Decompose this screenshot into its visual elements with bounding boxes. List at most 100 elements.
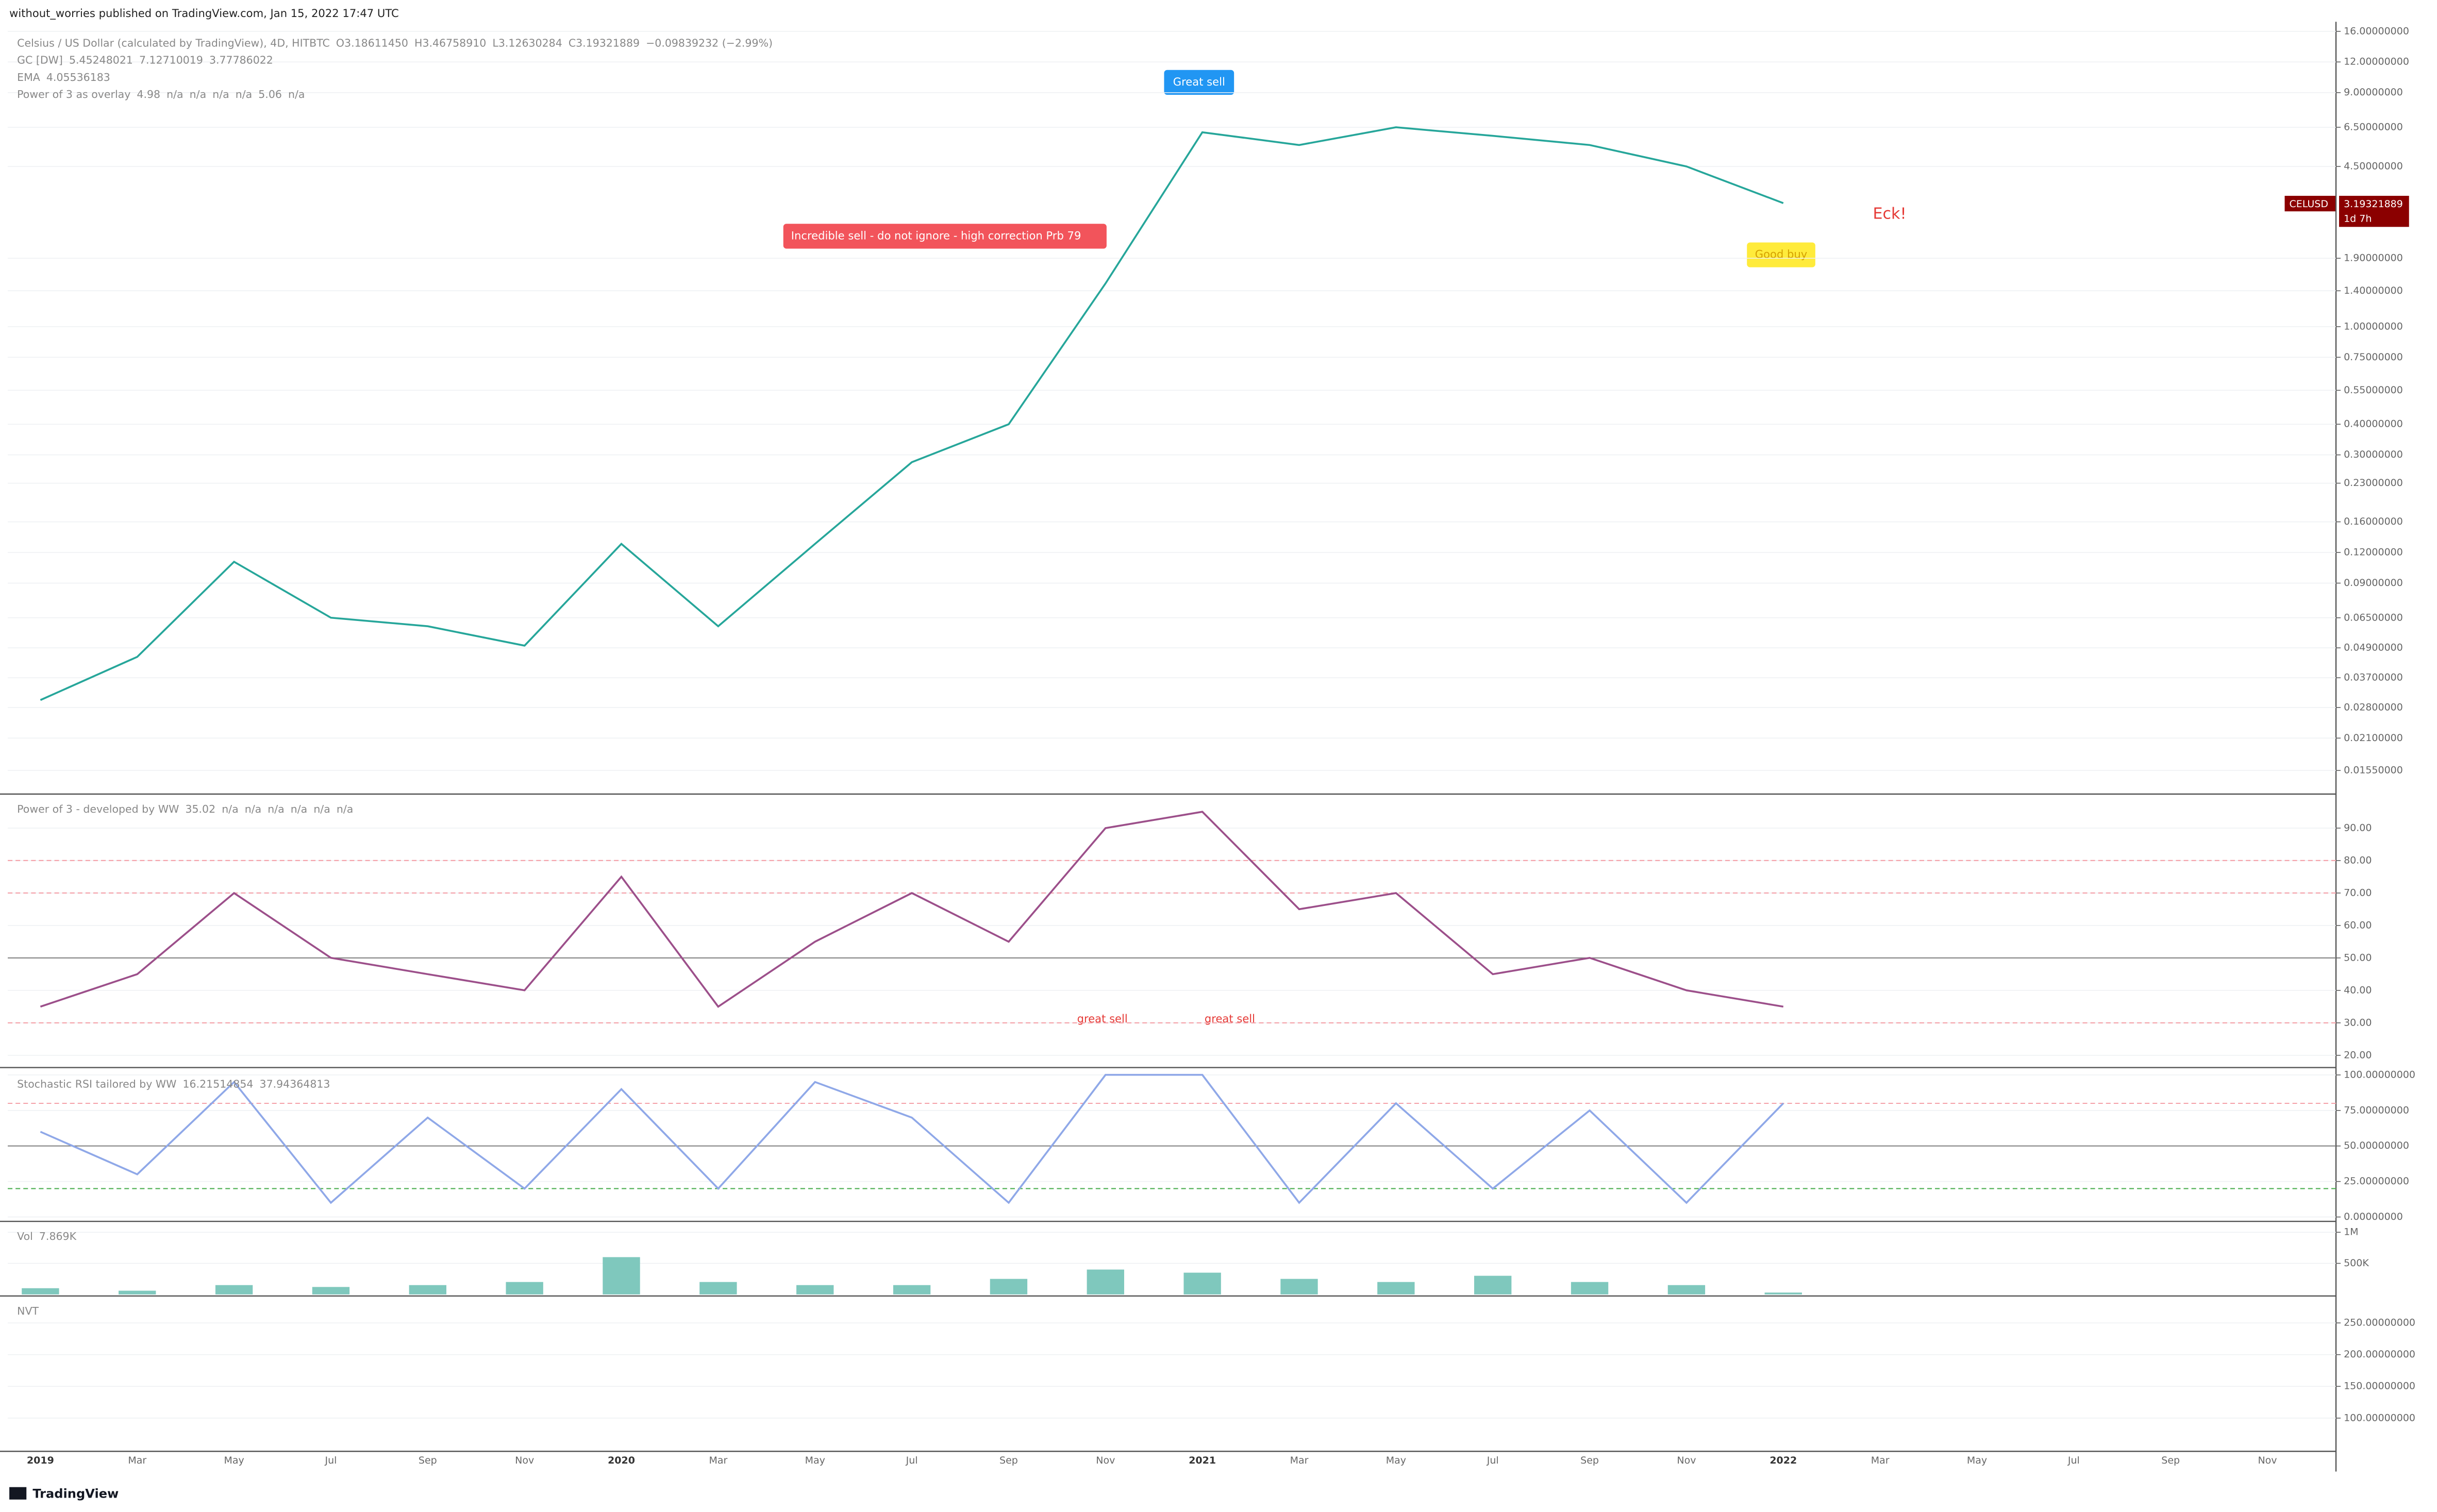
legend-item: 37.94364813 — [260, 1078, 330, 1090]
y-tick-label: 90.00 — [2344, 822, 2372, 833]
y-tick-label: 1.90000000 — [2344, 253, 2403, 264]
legend-item: Stochastic RSI tailored by WW — [17, 1078, 176, 1090]
annotation: Great sell — [1173, 75, 1225, 88]
price-label: CELUSD — [2290, 198, 2328, 210]
legend-item: 5.06 — [258, 88, 282, 100]
y-tick-label: 0.06500000 — [2344, 612, 2403, 623]
legend-item: n/a — [337, 803, 353, 815]
legend-item: 4.98 — [137, 88, 160, 100]
x-tick-label: 2021 — [1189, 1455, 1216, 1466]
legend-item: n/a — [166, 88, 183, 100]
legend-item: H3.46758910 — [414, 37, 486, 49]
callout — [783, 224, 1107, 249]
brand: TradingView — [32, 1486, 119, 1501]
series-line — [40, 811, 1784, 1008]
y-tick-label: 12.00000000 — [2344, 56, 2409, 68]
legend-item: n/a — [236, 88, 252, 100]
legend-item: n/a — [212, 88, 229, 100]
legend-item: 7.12710019 — [139, 54, 203, 66]
y-tick-label: 20.00 — [2344, 1049, 2372, 1061]
volume-bar — [893, 1285, 931, 1295]
price-label: 1d 7h — [2344, 213, 2372, 225]
y-tick-label: 75.00000000 — [2344, 1104, 2409, 1116]
y-tick-label: 500K — [2344, 1257, 2369, 1269]
price-label: 3.19321889 — [2344, 198, 2403, 210]
y-tick-label: 1.00000000 — [2344, 321, 2403, 332]
x-tick-label: Sep — [419, 1455, 437, 1466]
legend-item: L3.12630284 — [492, 37, 562, 49]
volume-bar — [1474, 1275, 1512, 1295]
volume-bar — [1280, 1279, 1318, 1295]
annotation: Incredible sell - do not ignore - high c… — [791, 229, 1081, 242]
series-line — [40, 1073, 1784, 1204]
x-tick-label: Sep — [2161, 1455, 2180, 1466]
volume-bar — [603, 1257, 640, 1295]
x-tick-label: Jul — [325, 1455, 337, 1466]
y-tick-label: 25.00000000 — [2344, 1175, 2409, 1187]
y-tick-label: 40.00 — [2344, 984, 2372, 996]
x-tick-label: Mar — [1290, 1455, 1309, 1466]
callout — [1164, 70, 1234, 95]
y-tick-label: 0.23000000 — [2344, 477, 2403, 489]
legend-item: Power of 3 - developed by WW — [17, 803, 179, 815]
x-tick-label: May — [1967, 1455, 1987, 1466]
y-tick-label: 0.55000000 — [2344, 384, 2403, 396]
volume-bar — [1183, 1272, 1221, 1295]
x-tick-label: Sep — [1580, 1455, 1599, 1466]
legend-item: Power of 3 as overlay — [17, 88, 130, 100]
y-tick-label: 0.04900000 — [2344, 642, 2403, 653]
y-tick-label: 200.00000000 — [2344, 1349, 2415, 1360]
legend: Stochastic RSI tailored by WW 16.21514854… — [17, 1078, 330, 1090]
legend-item: NVT — [17, 1305, 39, 1317]
y-tick-label: 0.16000000 — [2344, 516, 2403, 527]
volume-bar — [796, 1285, 834, 1295]
volume-bar — [409, 1285, 446, 1295]
volume-bar — [1571, 1282, 1609, 1295]
x-tick-label: May — [224, 1455, 244, 1466]
volume-bar — [1377, 1282, 1415, 1295]
volume-bar — [119, 1290, 156, 1295]
legend-item: 35.02 — [185, 803, 215, 815]
y-tick-label: 60.00 — [2344, 919, 2372, 931]
volume-bar — [22, 1288, 59, 1295]
y-tick-label: 250.00000000 — [2344, 1317, 2415, 1329]
series-line — [40, 126, 1784, 701]
y-tick-label: 16.00000000 — [2344, 25, 2409, 37]
legend-item: C3.19321889 — [569, 37, 640, 49]
y-tick-label: 0.02800000 — [2344, 701, 2403, 713]
y-tick-label: 4.50000000 — [2344, 160, 2403, 172]
x-tick-label: Jul — [906, 1455, 918, 1466]
legend: Power of 3 - developed by WW 35.02 n/a n/a n… — [17, 803, 353, 815]
y-tick-label: 1.40000000 — [2344, 285, 2403, 296]
legend-item: EMA — [17, 71, 40, 83]
y-tick-label: 0.40000000 — [2344, 418, 2403, 430]
x-tick-label: Nov — [1677, 1455, 1696, 1466]
y-tick-label: 0.09000000 — [2344, 577, 2403, 589]
legend-item: O3.18611450 — [336, 37, 408, 49]
y-tick-label: 50.00000000 — [2344, 1140, 2409, 1151]
legend-item: 5.45248021 — [69, 54, 133, 66]
callout — [1747, 242, 1815, 267]
volume-bar — [1764, 1292, 1802, 1295]
volume-bar — [699, 1282, 737, 1295]
x-tick-label: Mar — [709, 1455, 727, 1466]
annotation: Eck! — [1873, 205, 1906, 223]
y-tick-label: 80.00 — [2344, 854, 2372, 866]
legend: GC [DW] 5.45248021 7.12710019 3.77786022 — [17, 54, 273, 66]
legend-item: Celsius / US Dollar (calculated by Tradi… — [17, 37, 330, 49]
legend: Vol 7.869K — [17, 1230, 76, 1242]
volume-bar — [990, 1279, 1028, 1295]
x-tick-label: Sep — [999, 1455, 1018, 1466]
x-tick-label: Jul — [1487, 1455, 1499, 1466]
legend: Celsius / US Dollar (calculated by Tradi… — [17, 37, 773, 49]
publisher: without_worries published on TradingView… — [9, 7, 399, 20]
legend: EMA 4.05536183 — [17, 71, 110, 83]
y-tick-label: 0.12000000 — [2344, 547, 2403, 558]
legend-item: n/a — [245, 803, 261, 815]
volume-bar — [1087, 1269, 1124, 1295]
price-label-box — [2339, 195, 2409, 227]
legend-item: n/a — [288, 88, 305, 100]
